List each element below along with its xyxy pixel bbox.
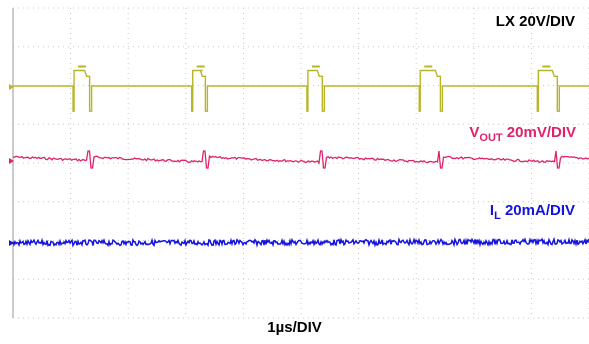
lx-ground-marker: [9, 84, 14, 90]
lx-trace: [13, 69, 589, 112]
vout-channel-label: VOUT 20mV/DIV: [469, 124, 576, 144]
scope-graticule: [12, 7, 589, 319]
lx-channel-label: LX 20V/DIV: [495, 13, 575, 30]
il-ground-marker: [9, 240, 14, 246]
vout-trace: [12, 150, 589, 169]
il-channel-label: IL 20mA/DIV: [489, 202, 575, 222]
scope-traces: [9, 65, 589, 248]
vout-ground-marker: [9, 158, 14, 164]
time-scale-label: 1µs/DIV: [267, 319, 322, 336]
il-trace: [12, 236, 589, 248]
